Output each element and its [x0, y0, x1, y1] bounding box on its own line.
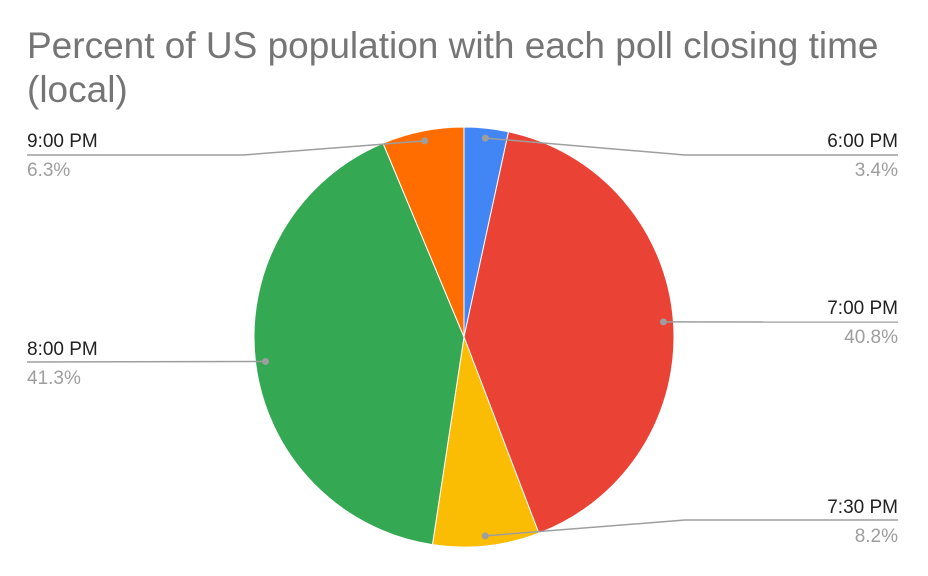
slice-percent-9-00-pm: 6.3% — [27, 160, 70, 181]
pie-slice-9-00-pm — [382, 126, 465, 338]
pie-slices — [253, 126, 675, 548]
slice-label-6-00-pm: 6:00 PM — [827, 131, 898, 152]
slice-label-7-00-pm: 7:00 PM — [827, 298, 898, 319]
chart-title: Percent of US population with each poll … — [27, 25, 879, 110]
leader-line-9-00-pm — [27, 140, 425, 156]
leader-line-7-30-pm — [485, 519, 898, 537]
slice-label-7-30-pm: 7:30 PM — [827, 497, 898, 518]
pie-slice-7-30-pm — [431, 335, 540, 548]
slice-percent-7-00-pm: 40.8% — [844, 327, 898, 348]
leader-line-6-00-pm — [485, 137, 898, 156]
slice-label-9-00-pm: 9:00 PM — [27, 131, 98, 152]
slice-percent-7-30-pm: 8.2% — [855, 526, 898, 547]
leader-lines — [26, 134, 899, 540]
slice-label-8-00-pm: 8:00 PM — [27, 339, 98, 360]
pie-slice-8-00-pm — [253, 142, 465, 546]
slice-labels: 6:00 PM 3.4% 7:00 PM 40.8% 7:30 PM 8.2% 8:00 P… — [27, 131, 898, 547]
slice-percent-8-00-pm: 41.3% — [27, 368, 81, 389]
leader-line-8-00-pm — [26, 360, 266, 363]
slice-percent-6-00-pm: 3.4% — [855, 160, 898, 181]
